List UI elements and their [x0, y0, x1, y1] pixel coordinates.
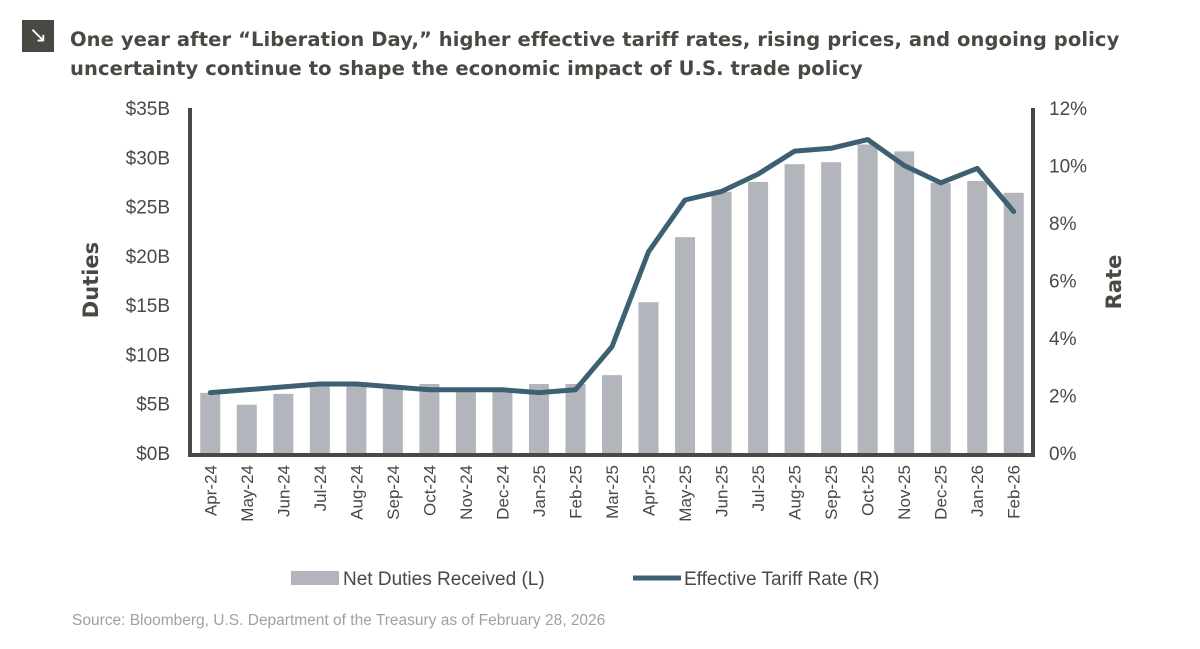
bar-Aug-25 [784, 164, 805, 453]
y-tick-right: 4% [1049, 329, 1077, 350]
bar-Jan-26 [967, 180, 988, 453]
bar-Aug-24 [346, 383, 367, 453]
bar-Jul-24 [309, 384, 330, 453]
x-tick: Jun-24 [274, 465, 293, 517]
legend-swatch-bars [291, 571, 339, 585]
bar-Jun-24 [273, 393, 294, 453]
legend-label-line: Effective Tariff Rate (R) [684, 569, 879, 590]
chart-title: One year after “Liberation Day,” higher … [70, 28, 1120, 80]
x-tick: Oct-24 [420, 465, 439, 516]
bar-Mar-25 [602, 375, 622, 453]
x-tick: Apr-24 [201, 465, 220, 516]
y-tick-right: 0% [1049, 444, 1077, 465]
x-tick: Jan-25 [530, 465, 549, 517]
legend-label-bars: Net Duties Received (L) [343, 569, 545, 590]
x-tick: Aug-25 [786, 465, 805, 520]
y-tick-left: $35B [126, 99, 170, 120]
bar-Dec-25 [930, 182, 951, 453]
tariff-rate-line [207, 137, 1017, 396]
x-tick: May-24 [238, 465, 257, 522]
x-tick: Sep-24 [384, 465, 403, 520]
bar-May-25 [675, 237, 696, 453]
x-tick: Aug-24 [347, 465, 366, 520]
legend: Net Duties Received (L) Effective Tariff… [291, 569, 879, 590]
source-note: Source: Bloomberg, U.S. Department of th… [72, 612, 606, 629]
x-tick: Jul-25 [749, 465, 768, 511]
x-tick: Feb-25 [566, 465, 585, 519]
y-tick-right: 2% [1049, 387, 1077, 408]
x-tick: Nov-25 [895, 465, 914, 520]
bar-Sep-25 [821, 162, 842, 453]
y-tick-right: 8% [1049, 214, 1077, 235]
y-tick-right: 6% [1049, 272, 1077, 293]
arrow-down-right-icon: ↘ [22, 20, 54, 52]
bar-Feb-26 [1003, 192, 1024, 453]
bar-Oct-24 [419, 384, 440, 453]
y-tick-left: $0B [136, 444, 170, 465]
x-tick: Nov-24 [457, 465, 476, 520]
bar-May-24 [236, 404, 257, 453]
bar-Dec-24 [492, 389, 513, 453]
y-axis-label-left: Duties [79, 242, 103, 318]
bar-Apr-25 [638, 302, 659, 453]
bar-Oct-25 [857, 144, 878, 453]
x-tick: Dec-25 [932, 465, 951, 520]
bar-Jan-25 [528, 384, 549, 453]
y-axis-label-right: Rate [1102, 255, 1126, 310]
bar-Feb-25 [565, 384, 586, 453]
bar-Apr-24 [200, 392, 221, 453]
y-tick-right: 10% [1049, 157, 1087, 178]
y-tick-right: 12% [1049, 99, 1087, 120]
y-tick-left: $30B [126, 148, 170, 169]
bar-Jun-25 [711, 191, 732, 454]
x-tick: Apr-25 [640, 465, 659, 516]
x-tick: Jan-26 [968, 465, 987, 517]
bar-Nov-24 [455, 389, 476, 453]
x-tick: May-25 [676, 465, 695, 522]
bar-Jul-25 [748, 181, 769, 453]
x-tick: Jun-25 [713, 465, 732, 517]
y-tick-left: $15B [126, 296, 170, 317]
x-tick: Feb-26 [1005, 465, 1024, 519]
y-tick-left: $5B [136, 395, 170, 416]
bar-Nov-25 [894, 151, 915, 453]
x-tick: Sep-25 [822, 465, 841, 520]
x-tick: Jul-24 [311, 465, 330, 511]
x-tick: Dec-24 [493, 465, 512, 520]
y-tick-left: $25B [126, 198, 170, 219]
bar-Sep-24 [382, 388, 403, 453]
y-tick-left: $10B [126, 345, 170, 366]
y-tick-left: $20B [126, 247, 170, 268]
x-tick: Mar-25 [603, 465, 622, 519]
x-tick: Oct-25 [859, 465, 878, 516]
